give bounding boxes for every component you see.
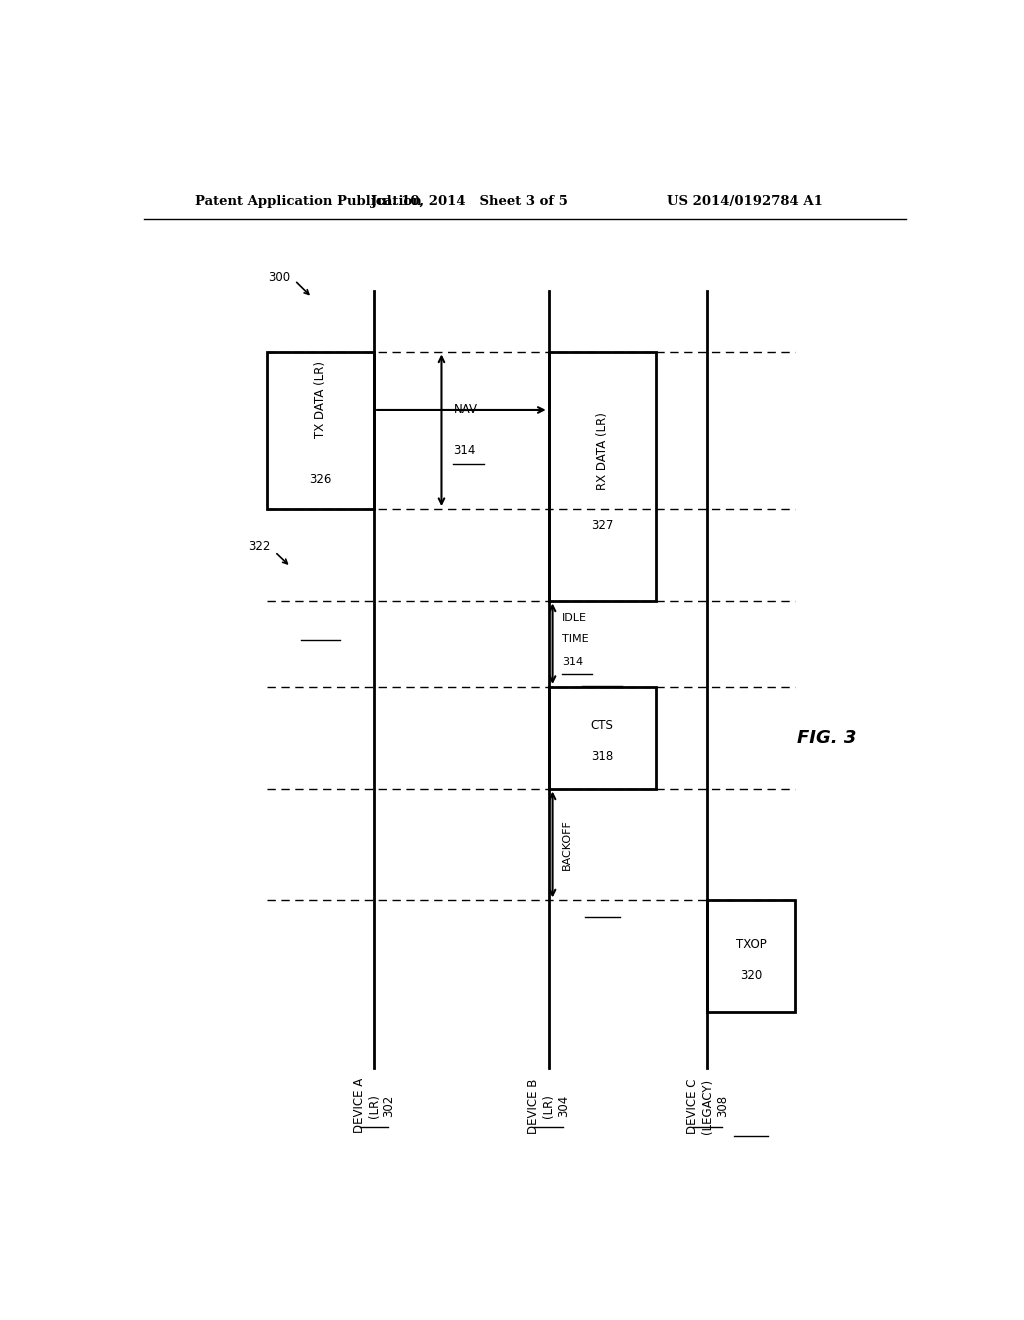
Text: CTS: CTS [591, 719, 613, 733]
Text: 314: 314 [562, 657, 584, 667]
Text: TIME: TIME [562, 634, 589, 644]
Bar [549, 686, 655, 788]
Text: NAV: NAV [454, 404, 477, 416]
Text: RX DATA (LR): RX DATA (LR) [596, 412, 608, 490]
Text: DEVICE B
(LR)
304: DEVICE B (LR) 304 [527, 1078, 570, 1134]
Text: 326: 326 [309, 473, 332, 486]
Text: 322: 322 [249, 540, 270, 553]
Text: Patent Application Publication: Patent Application Publication [196, 194, 422, 207]
Text: 318: 318 [591, 750, 613, 763]
Text: TX DATA (LR): TX DATA (LR) [314, 362, 327, 438]
Bar [708, 900, 795, 1012]
Text: US 2014/0192784 A1: US 2014/0192784 A1 [667, 194, 822, 207]
Bar [549, 351, 655, 601]
Text: FIG. 3: FIG. 3 [797, 729, 856, 747]
Text: 314: 314 [454, 444, 476, 457]
Text: TXOP: TXOP [735, 937, 766, 950]
Bar [267, 351, 374, 510]
Text: DEVICE A
(LR)
302: DEVICE A (LR) 302 [352, 1078, 395, 1134]
Text: 320: 320 [740, 969, 762, 982]
Text: BACKOFF: BACKOFF [562, 818, 572, 870]
Text: 300: 300 [268, 271, 291, 284]
Text: IDLE: IDLE [562, 614, 587, 623]
Text: DEVICE C
(LEGACY)
308: DEVICE C (LEGACY) 308 [686, 1078, 729, 1134]
Text: Jul. 10, 2014   Sheet 3 of 5: Jul. 10, 2014 Sheet 3 of 5 [371, 194, 567, 207]
Text: 327: 327 [591, 519, 613, 532]
